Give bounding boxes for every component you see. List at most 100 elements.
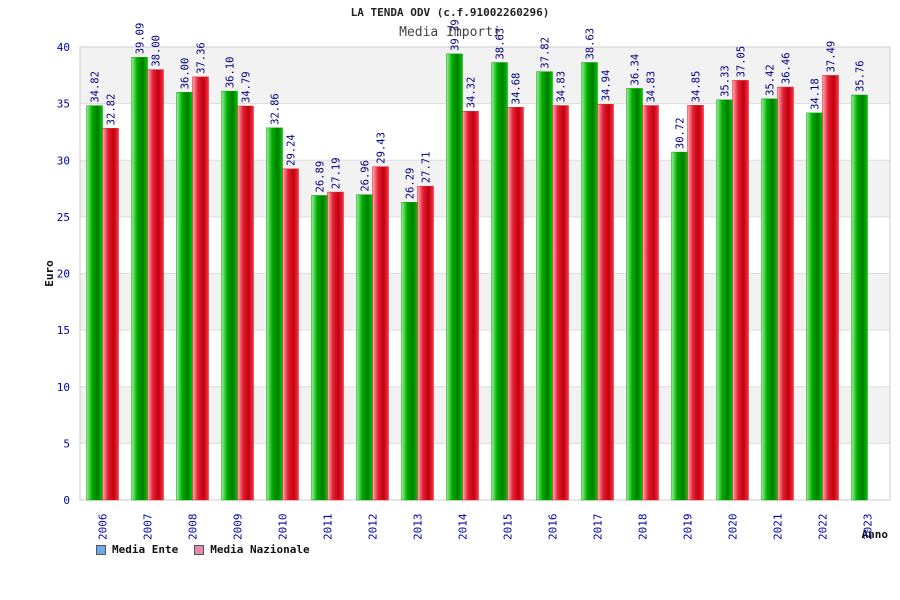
data-label: 34.83 [556,71,568,103]
data-label: 37.36 [196,42,208,74]
x-axis-title: Anno [862,528,889,541]
legend-item-nazionale: Media Nazionale [194,543,310,556]
bar-media-ente [671,151,688,501]
x-tick-label: 2012 [367,514,380,541]
bar-media-ente [266,127,283,501]
data-label: 38.63 [585,28,597,60]
x-tick-label: 2019 [682,514,695,541]
data-label: 26.89 [315,161,327,193]
x-tick-label: 2008 [187,514,200,541]
bar-media-nazionale [417,185,434,501]
bar-media-nazionale [777,86,794,501]
x-tick-label: 2013 [412,514,425,541]
x-tick-label: 2015 [502,514,515,541]
bar-media-nazionale [282,168,299,501]
x-tick-label: 2017 [592,514,605,541]
x-tick-label: 2014 [457,513,470,540]
data-label: 27.19 [331,157,343,189]
data-label: 26.29 [405,168,417,200]
grid-band [80,103,890,161]
bar-media-ente [761,98,778,501]
x-tick-label: 2010 [277,514,290,541]
x-tick-label: 2006 [97,514,110,541]
bar-media-ente [356,194,373,501]
data-label: 34.82 [90,71,102,103]
legend-swatch-nazionale [194,544,205,555]
bar-media-nazionale [552,105,569,501]
grid-band [80,216,890,274]
data-label: 37.82 [540,37,552,69]
y-tick-label: 0 [63,494,70,507]
data-label: 29.43 [376,132,388,164]
legend-label-ente: Media Ente [112,543,179,556]
data-label: 32.82 [106,94,118,126]
data-label: 36.46 [781,52,793,84]
bar-media-nazionale [147,69,164,501]
data-label: 38.00 [151,35,163,67]
y-tick-label: 40 [57,41,70,54]
data-label: 30.72 [675,117,687,149]
x-tick-label: 2020 [727,514,740,541]
x-tick-label: 2023 [862,514,875,541]
grid-band [80,47,890,104]
bar-media-nazionale [642,105,659,501]
data-label: 27.71 [421,152,433,184]
bar-media-ente [716,99,733,501]
legend: Media Ente Media Nazionale [96,543,310,556]
data-label: 35.42 [765,64,777,96]
bar-media-ente [491,62,508,501]
bar-media-nazionale [597,104,614,501]
x-tick-label: 2022 [817,514,830,541]
bar-media-ente [86,105,103,501]
chart-title: LA TENDA ODV (c.f.91002260296) [350,6,550,19]
y-tick-label: 15 [57,324,70,337]
y-tick-label: 20 [57,268,70,281]
y-tick-label: 5 [63,437,70,450]
data-label: 39.09 [135,23,147,55]
bar-media-ente [401,202,418,501]
data-label: 35.33 [720,65,732,97]
data-label: 34.83 [646,71,658,103]
data-label: 34.94 [601,70,613,102]
data-label: 34.68 [511,73,523,105]
bar-media-ente [536,71,553,501]
bar-media-nazionale [102,128,119,501]
bar-media-ente [581,62,598,501]
y-axis-title: Euro [43,260,56,287]
legend-swatch-ente [96,544,106,555]
data-label: 37.49 [826,41,838,73]
legend-item-ente: Media Ente [96,543,178,556]
x-tick-label: 2021 [772,514,785,541]
data-label: 34.18 [810,78,822,110]
data-label: 34.79 [241,71,253,103]
chart-subtitle: Media Importi [399,25,501,40]
x-tick-label: 2007 [142,514,155,541]
bar-media-ente [311,195,328,501]
data-label: 36.00 [180,58,192,90]
x-tick-label: 2009 [232,514,245,541]
bar-media-nazionale [327,191,344,501]
data-label: 36.10 [225,57,237,89]
bar-media-nazionale [462,111,479,501]
bar-media-nazionale [507,106,524,501]
bar-media-nazionale [237,105,254,501]
bar-media-ente [176,92,193,501]
plot-border [79,46,891,501]
legend-label-nazionale: Media Nazionale [210,543,310,556]
grid-band [80,330,890,387]
bar-media-ente [446,53,463,501]
bar-media-nazionale [372,166,389,501]
grid-band [80,386,890,444]
x-tick-label: 2016 [547,514,560,541]
data-label: 39.39 [450,19,462,51]
data-label: 38.63 [495,28,507,60]
y-tick-label: 10 [57,381,70,394]
data-label: 34.85 [691,71,703,103]
bar-media-ente [806,112,823,501]
grid-band [80,160,890,217]
data-label: 35.76 [855,60,867,92]
data-label: 36.34 [630,54,642,86]
bar-media-nazionale [732,80,749,501]
